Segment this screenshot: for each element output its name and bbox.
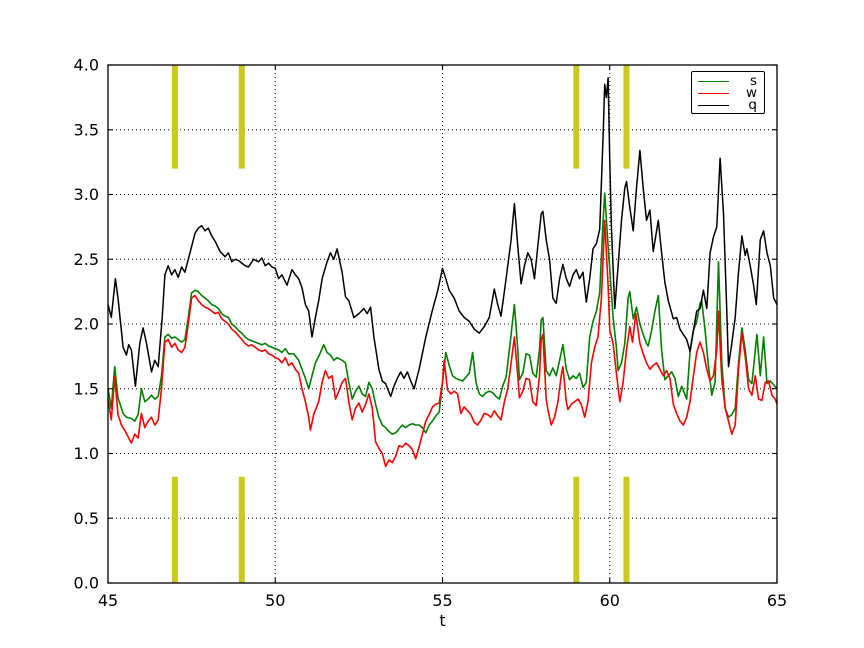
legend-item-q: q xyxy=(698,97,757,113)
legend-line-w xyxy=(698,92,729,94)
x-tick-label: 50 xyxy=(265,591,285,610)
legend-item-w: w xyxy=(698,85,757,101)
legend-label-w: w xyxy=(745,85,757,101)
legend-line-s xyxy=(698,80,729,82)
x-tick-label: 60 xyxy=(600,591,620,610)
x-axis-label: t xyxy=(439,611,446,630)
y-tick-label: 3.0 xyxy=(74,185,99,204)
y-tick-label: 0.0 xyxy=(74,574,99,593)
legend-line-q xyxy=(698,104,729,106)
y-tick-label: 1.0 xyxy=(74,444,99,463)
x-tick-label: 55 xyxy=(432,591,452,610)
series-q xyxy=(107,77,778,398)
y-tick-label: 1.5 xyxy=(74,379,99,398)
y-tick-label: 2.0 xyxy=(74,315,99,334)
legend-label-s: s xyxy=(749,73,757,89)
legend-label-q: q xyxy=(748,97,757,113)
y-tick-label: 0.5 xyxy=(74,509,99,528)
x-tick-label: 45 xyxy=(98,591,118,610)
series-w xyxy=(107,219,778,468)
y-tick-label: 4.0 xyxy=(74,56,99,75)
series-s xyxy=(107,192,778,435)
x-tick-label: 65 xyxy=(767,591,787,610)
y-tick-label: 3.5 xyxy=(74,120,99,139)
y-tick-label: 2.5 xyxy=(74,250,99,269)
legend-item-s: s xyxy=(698,73,757,89)
